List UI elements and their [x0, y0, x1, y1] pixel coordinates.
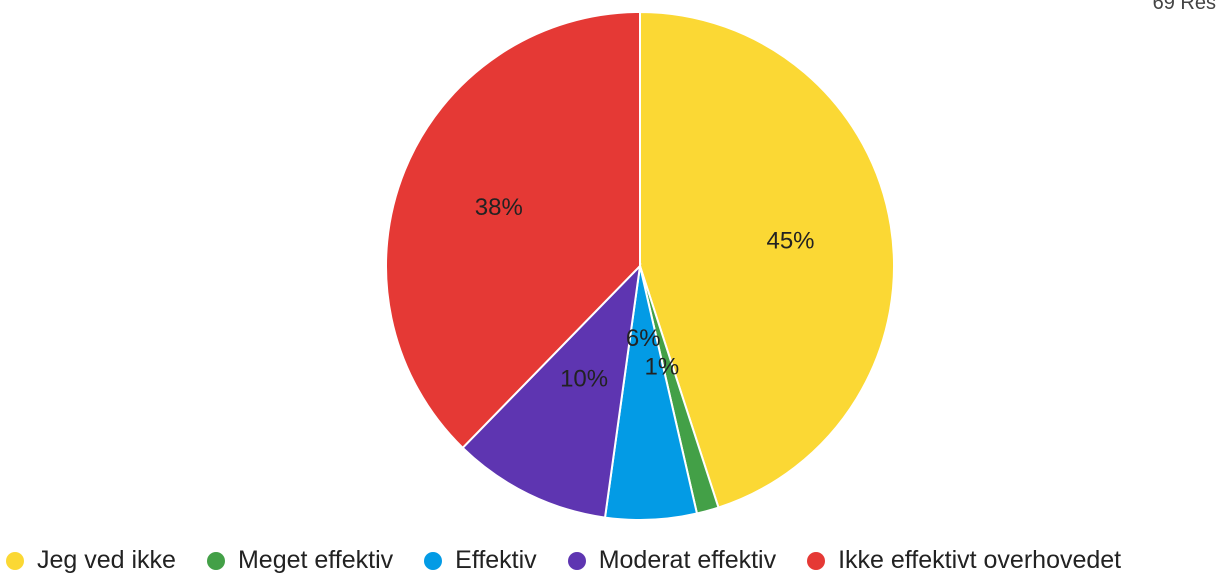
- pie-slice-ikke-effektivt-overhovedet[interactable]: [385, 10, 641, 450]
- legend-item-effektiv[interactable]: Effektiv: [424, 546, 537, 575]
- legend-swatch: [206, 551, 225, 570]
- legend-swatch: [567, 551, 586, 570]
- legend-label: Jeg ved ikke: [37, 546, 176, 574]
- slice-value-label: 10%: [560, 365, 608, 392]
- legend-item-meget-effektiv[interactable]: Meget effektiv: [206, 546, 394, 575]
- legend-item-moderat-effektiv[interactable]: Moderat effektiv: [567, 546, 777, 575]
- legend-item-jeg-ved-ikke[interactable]: Jeg ved ikke: [6, 546, 176, 575]
- legend-label: Ikke effektivt overhovedet: [838, 546, 1122, 574]
- slice-value-label: 6%: [626, 325, 661, 352]
- legend-swatch: [807, 551, 826, 570]
- slice-value-label: 38%: [475, 194, 523, 221]
- response-count: 69 Res: [1152, 0, 1216, 14]
- pie-slice-jeg-ved-ikke[interactable]: [639, 10, 895, 509]
- slice-value-label: 1%: [645, 354, 680, 381]
- pie-slice-moderat-effektiv[interactable]: [461, 263, 642, 519]
- legend: Jeg ved ikke Meget effektiv Effektiv Mod…: [6, 546, 1121, 575]
- legend-label: Meget effektiv: [237, 546, 394, 574]
- legend-label: Effektiv: [455, 546, 537, 574]
- legend-item-ikke-effektivt-overhovedet[interactable]: Ikke effektivt overhovedet: [807, 546, 1121, 575]
- legend-label: Moderat effektiv: [598, 546, 777, 574]
- legend-swatch: [424, 551, 443, 570]
- legend-swatch: [6, 551, 24, 570]
- slice-value-label: 45%: [766, 228, 814, 255]
